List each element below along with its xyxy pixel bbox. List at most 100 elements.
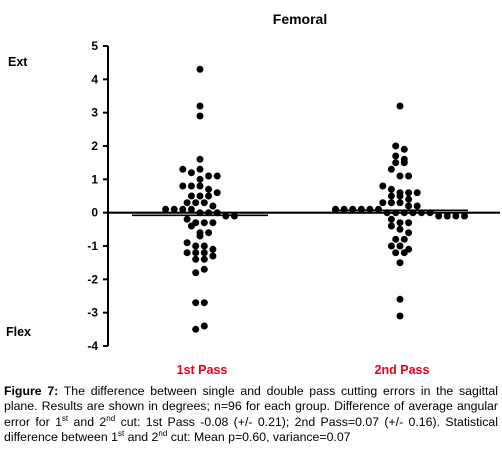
data-point <box>200 255 208 263</box>
data-point <box>413 202 421 210</box>
y-tick-label: -1 <box>87 239 98 253</box>
data-point <box>200 199 208 207</box>
data-point <box>196 65 204 73</box>
data-point <box>192 325 200 333</box>
data-point <box>413 189 421 197</box>
data-point <box>379 182 387 190</box>
data-point <box>179 182 187 190</box>
data-point <box>461 212 468 220</box>
data-point <box>200 249 208 257</box>
data-point <box>387 222 395 230</box>
y-tick-label: 5 <box>91 39 98 53</box>
data-point <box>392 159 400 167</box>
data-point <box>205 229 213 237</box>
data-point <box>405 202 413 210</box>
y-tick-label: 1 <box>91 172 98 186</box>
data-point <box>400 249 408 257</box>
data-point <box>183 239 191 247</box>
data-point <box>366 205 374 213</box>
data-point <box>213 172 221 180</box>
y-tick-label: -4 <box>87 339 98 353</box>
data-point <box>200 299 208 307</box>
data-points <box>162 65 468 333</box>
data-point <box>196 102 204 110</box>
data-point <box>387 242 395 250</box>
data-point <box>170 205 178 213</box>
data-point <box>196 175 204 183</box>
data-point <box>357 205 365 213</box>
data-point <box>392 152 400 160</box>
data-point <box>392 235 400 243</box>
data-point <box>405 189 413 197</box>
data-point <box>396 312 404 320</box>
data-point <box>340 205 348 213</box>
data-point <box>209 202 217 210</box>
data-point <box>396 295 404 303</box>
flex-label: Flex <box>6 325 31 339</box>
data-point <box>435 212 443 220</box>
data-point <box>443 212 451 220</box>
data-point <box>387 185 395 193</box>
data-point <box>375 205 382 213</box>
data-point <box>405 219 413 227</box>
data-point <box>209 252 217 260</box>
y-tick-label: -3 <box>87 306 98 320</box>
data-point <box>387 192 395 200</box>
data-point <box>196 209 204 217</box>
data-point <box>349 205 357 213</box>
data-point <box>187 182 195 190</box>
data-point <box>332 205 339 213</box>
data-point <box>200 265 208 273</box>
data-point <box>196 232 204 240</box>
data-point <box>192 249 200 257</box>
y-tick-label: 4 <box>91 72 98 86</box>
data-point <box>200 219 208 227</box>
data-point <box>196 112 204 120</box>
data-point <box>192 255 200 263</box>
data-point <box>392 249 400 257</box>
data-point <box>200 322 208 330</box>
data-point <box>405 229 413 237</box>
data-point <box>405 172 413 180</box>
data-point <box>187 169 195 177</box>
y-axis-ticks: 5 4 3 2 1 0 -1 -2 -3 -4 <box>87 39 108 353</box>
data-point <box>205 192 213 200</box>
data-point <box>396 242 404 250</box>
data-point <box>379 199 387 207</box>
data-point <box>196 165 204 173</box>
data-point <box>187 192 195 200</box>
figure-label: Figure 7: <box>4 384 59 398</box>
data-point <box>396 219 404 227</box>
data-point <box>196 182 204 190</box>
data-point <box>396 102 404 110</box>
data-point <box>196 192 204 200</box>
caption-text: The difference between single and double… <box>4 384 498 444</box>
data-point <box>192 199 200 207</box>
data-point <box>213 189 221 197</box>
data-point <box>392 142 400 150</box>
chart: Femoral Ext Flex 5 4 3 2 1 0 -1 -2 -3 -4 1st Pass… <box>6 11 500 377</box>
data-point <box>396 192 404 200</box>
y-tick-label: 3 <box>91 106 98 120</box>
mean-lines <box>132 209 468 217</box>
category-label: 1st Pass <box>177 363 228 377</box>
data-point <box>396 225 404 233</box>
figure-caption: Figure 7: The difference between single … <box>4 384 498 445</box>
data-point <box>183 215 191 223</box>
data-point <box>209 245 217 253</box>
data-point <box>400 235 408 243</box>
data-point <box>205 185 213 193</box>
data-point <box>400 159 408 167</box>
data-point <box>209 219 217 227</box>
y-tick-label: -2 <box>87 272 98 286</box>
data-point <box>205 209 213 217</box>
data-point <box>183 249 191 257</box>
data-point <box>387 165 395 173</box>
data-point <box>205 172 213 180</box>
data-point <box>387 199 395 207</box>
category-label: 2nd Pass <box>375 363 430 377</box>
ext-label: Ext <box>8 55 28 69</box>
data-point <box>396 172 404 180</box>
data-point <box>183 199 191 207</box>
data-point <box>387 215 395 223</box>
